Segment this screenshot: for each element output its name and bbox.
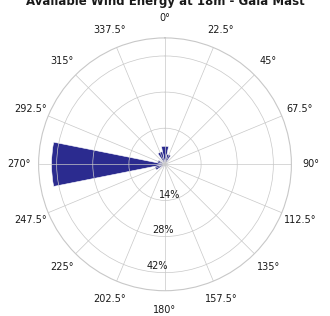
Bar	[158, 152, 165, 164]
Bar	[163, 164, 165, 167]
Bar	[161, 146, 169, 164]
Title: Available Wind Energy at 18m - Gaia Mast: Available Wind Energy at 18m - Gaia Mast	[26, 0, 304, 8]
Bar	[165, 164, 166, 165]
Bar	[165, 154, 171, 164]
Bar	[165, 163, 168, 164]
Bar	[157, 160, 165, 164]
Bar	[51, 142, 165, 186]
Bar	[165, 164, 166, 165]
Bar	[155, 164, 165, 170]
Bar	[164, 164, 165, 166]
Bar	[165, 164, 166, 166]
Bar	[165, 162, 167, 164]
Bar	[165, 164, 168, 165]
Bar	[163, 162, 165, 164]
